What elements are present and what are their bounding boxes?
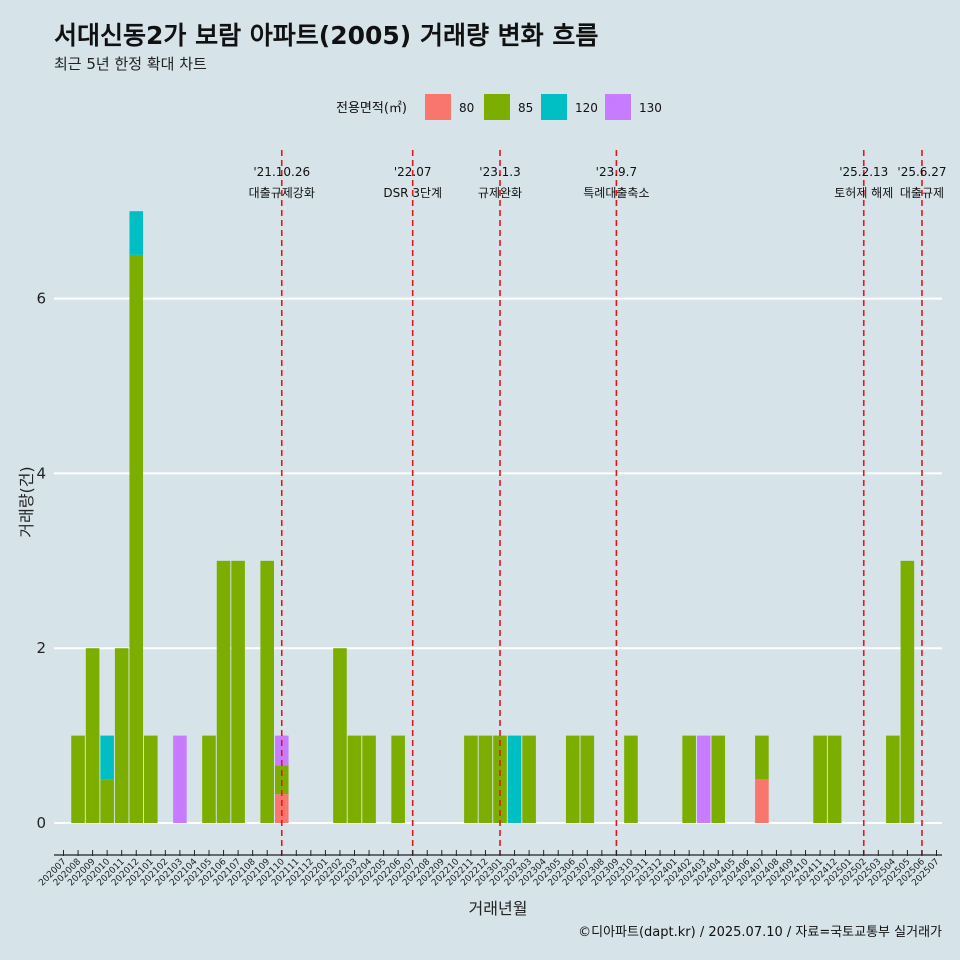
bar-segment-85 — [260, 560, 274, 823]
bar-segment-120 — [507, 735, 522, 823]
bar-segment-85 — [624, 735, 638, 823]
bar-segment-120 — [129, 211, 144, 255]
bar-segment-85 — [813, 735, 827, 823]
legend-label: 80 — [459, 101, 474, 115]
bar-segment-85 — [129, 254, 144, 823]
bar-segment-80 — [274, 794, 289, 823]
event-label: 대출규제강화 — [249, 186, 315, 200]
bar-segment-85 — [362, 735, 376, 823]
bar-segment-85 — [900, 560, 915, 823]
y-tick-label: 2 — [36, 639, 46, 657]
event-date: '21.10.26 — [253, 165, 310, 179]
event-date: '25.2.13 — [839, 165, 888, 179]
bar-segment-85 — [827, 735, 842, 823]
bar-segment-80 — [755, 779, 769, 823]
event-label: 토허제 해제 — [834, 186, 893, 200]
bar-segment-85 — [464, 735, 478, 823]
bar-segment-85 — [114, 648, 129, 823]
bar-segment-130 — [173, 735, 187, 823]
bar-segment-85 — [580, 735, 595, 823]
bar-segment-85 — [274, 765, 289, 795]
bar-segment-120 — [100, 735, 114, 780]
chart-title: 서대신동2가 보람 아파트(2005) 거래량 변화 흐름 — [54, 21, 598, 50]
event-date: '22.07 — [394, 165, 432, 179]
caption: ©디아파트(dapt.kr) / 2025.07.10 / 자료=국토교통부 실… — [578, 925, 942, 940]
bar-segment-85 — [391, 735, 405, 823]
y-tick-label: 0 — [36, 814, 46, 832]
event-label: 특례대출축소 — [583, 186, 649, 200]
bar-segment-85 — [522, 735, 536, 823]
event-label: 규제완화 — [478, 186, 522, 200]
event-label: 대출규제 — [900, 186, 944, 200]
event-date: '23.9.7 — [596, 165, 637, 179]
legend-swatch-85 — [484, 94, 510, 120]
event-date: '23.1.3 — [479, 165, 520, 179]
bar-segment-85 — [202, 735, 216, 823]
event-date: '25.6.27 — [897, 165, 946, 179]
bar-segment-85 — [886, 735, 900, 823]
y-tick-label: 4 — [36, 464, 46, 482]
bar-segment-85 — [565, 735, 580, 823]
event-label: DSR 3단계 — [383, 186, 442, 200]
y-tick-label: 6 — [36, 290, 46, 308]
bar-segment-85 — [711, 735, 726, 823]
bars — [71, 211, 915, 823]
bar-segment-85 — [231, 560, 245, 823]
bar-segment-85 — [100, 779, 114, 823]
bar-segment-85 — [216, 560, 231, 823]
x-axis-title: 거래년월 — [469, 899, 528, 918]
legend-label: 130 — [639, 101, 662, 115]
y-axis-title: 거래량(건) — [17, 466, 36, 537]
axes: 0246202007202008202009202010202011202012… — [36, 290, 942, 888]
bar-segment-85 — [144, 735, 158, 823]
bar-segment-85 — [71, 735, 85, 823]
legend-title: 전용면적(㎡) — [336, 101, 407, 116]
bar-segment-85 — [755, 735, 769, 780]
bar-segment-85 — [333, 648, 347, 823]
legend-swatch-80 — [425, 94, 451, 120]
bar-segment-85 — [347, 735, 362, 823]
legend-label: 120 — [575, 101, 598, 115]
legend-swatch-130 — [605, 94, 631, 120]
event-markers: '21.10.26 대출규제강화 '22.07 DSR 3단계 '23.1.3 규제완화 '… — [249, 150, 947, 855]
legend-label: 85 — [518, 101, 533, 115]
legend: 전용면적(㎡) 80 85 120 130 — [336, 94, 662, 120]
legend-swatch-120 — [541, 94, 567, 120]
bar-segment-85 — [493, 735, 507, 823]
bar-segment-85 — [478, 735, 493, 823]
bar-segment-85 — [85, 648, 100, 823]
chart-subtitle: 최근 5년 한정 확대 차트 — [54, 55, 207, 73]
bar-segment-85 — [682, 735, 696, 823]
bar-segment-130 — [696, 735, 711, 823]
